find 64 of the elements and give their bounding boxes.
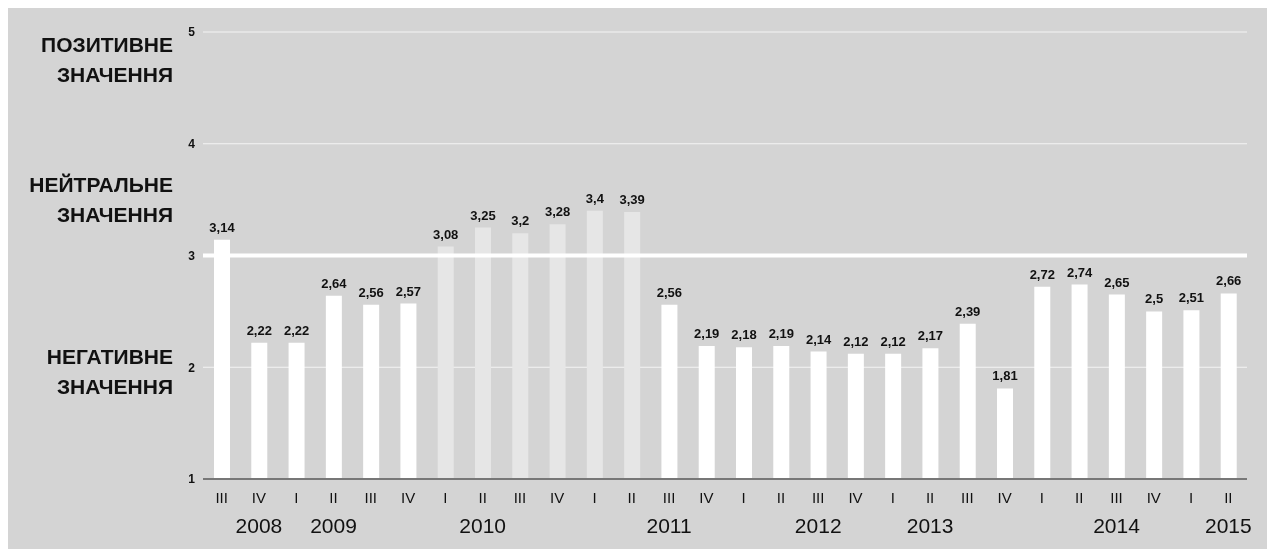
- x-tick-label: II 2010: [459, 489, 506, 537]
- x-tick-label: II: [776, 489, 786, 506]
- x-tick-label: III: [513, 489, 527, 506]
- data-label: 2,18: [731, 327, 757, 343]
- data-label: 2,39: [955, 303, 981, 319]
- data-label: 3,2: [511, 213, 530, 229]
- x-tick-label: I: [741, 489, 746, 506]
- x-tick-label: III: [961, 489, 974, 506]
- x-tick-label: IV 2008: [235, 489, 283, 537]
- x-tick-label: I: [1188, 489, 1194, 506]
- y-tick-label: 3: [188, 248, 196, 263]
- x-tick-label: IV: [997, 489, 1012, 506]
- data-label: 3,14: [209, 219, 236, 235]
- x-tick-label: II: [627, 489, 636, 506]
- data-label: 2,22: [283, 322, 310, 338]
- x-tick-label: II 2015: [1205, 489, 1252, 537]
- x-tick-label: IV: [699, 489, 714, 506]
- data-label: 3,28: [544, 204, 571, 220]
- data-label: 3,25: [470, 207, 496, 223]
- text: НЕГАТИВНЕ ЗНАЧЕННЯ: [46, 345, 173, 399]
- text: НЕЙТРАЛЬНЕ ЗНАЧЕННЯ: [29, 173, 173, 227]
- data-label: 2,14: [805, 331, 832, 347]
- y-tick-label: 1: [188, 472, 196, 487]
- x-tick-label: I: [592, 489, 597, 506]
- x-tick-label: I: [890, 489, 895, 506]
- y-tick-label: 4: [188, 137, 196, 152]
- x-tick-label: II 2009: [310, 489, 357, 537]
- data-label: 2,66: [1216, 273, 1242, 289]
- y-tick-label: 2: [188, 360, 196, 375]
- data-label: 2,72: [1029, 266, 1055, 282]
- data-label: 2,12: [843, 333, 869, 349]
- data-label: 2,65: [1104, 274, 1130, 290]
- text: ПОЗИТИВНЕ ЗНАЧЕННЯ: [41, 32, 173, 86]
- x-tick-label: I: [294, 489, 299, 506]
- x-tick-label: IV: [400, 489, 416, 506]
- x-tick-label: IV: [550, 489, 565, 506]
- data-label: 2,19: [768, 326, 794, 342]
- data-label: 2,5: [1145, 291, 1164, 307]
- data-label: 2,74: [1066, 264, 1093, 280]
- data-label: 3,4: [585, 190, 605, 206]
- x-tick-label: III: [215, 489, 228, 506]
- x-tick-label: III 2012: [794, 489, 842, 537]
- data-label: 2,57: [395, 283, 422, 299]
- x-tick-label: IV: [848, 489, 863, 506]
- data-label: 2,56: [656, 284, 683, 300]
- y-tick-label: 5: [188, 25, 196, 40]
- data-label: 2,17: [917, 328, 944, 344]
- x-tick-label: IV: [1146, 489, 1161, 506]
- data-label: 2,51: [1178, 290, 1205, 306]
- x-tick-label: III 2011: [646, 489, 692, 537]
- data-label: 3,08: [433, 226, 459, 242]
- data-label: 1,81: [992, 368, 1018, 384]
- x-tick-label: I: [1039, 489, 1045, 506]
- data-label: 2,22: [246, 322, 272, 338]
- x-tick-label: II 2013: [906, 489, 954, 537]
- data-label: 2,12: [880, 333, 906, 349]
- data-label: 2,56: [358, 284, 384, 300]
- x-tick-label: II: [1075, 489, 1084, 506]
- data-label: 3,39: [619, 191, 645, 207]
- data-label: 2,64: [321, 275, 348, 291]
- x-tick-label: I: [443, 489, 448, 506]
- data-label: 2,19: [694, 326, 720, 342]
- x-tick-label: III: [364, 489, 378, 506]
- x-tick-label: III 2014: [1093, 489, 1141, 537]
